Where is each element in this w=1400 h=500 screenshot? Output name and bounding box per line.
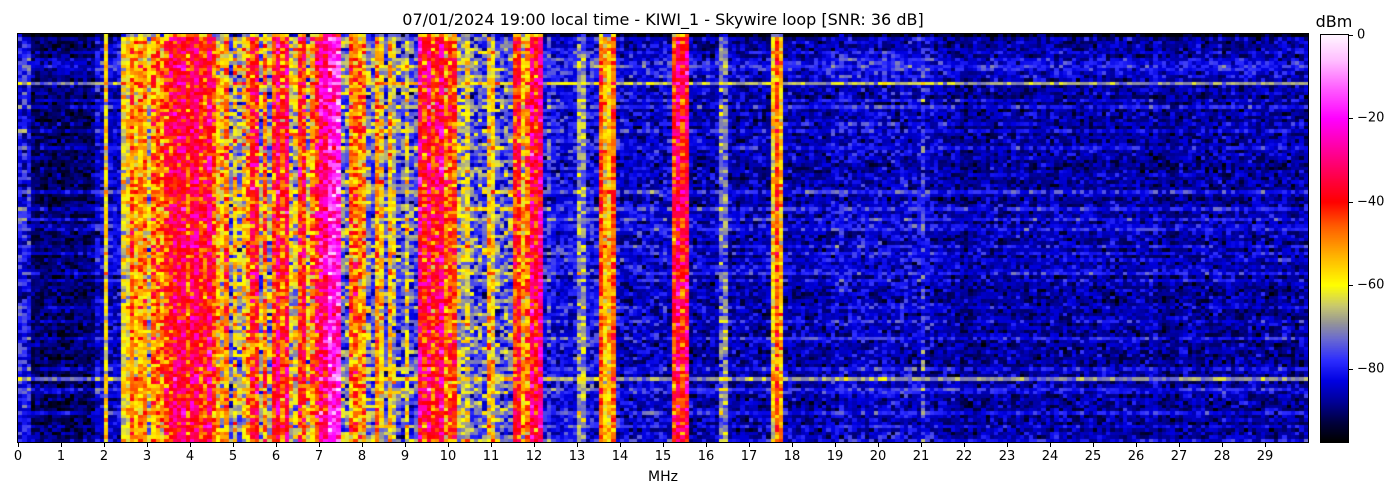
colorbar-tick-label: −60	[1357, 277, 1385, 293]
x-tick-label: 14	[611, 449, 629, 464]
colorbar-tick-label: −20	[1357, 110, 1385, 126]
x-tick-label: 12	[525, 449, 543, 464]
x-tick-mark	[1007, 442, 1008, 447]
colorbar-tick-mark	[1349, 35, 1353, 36]
x-tick-mark	[663, 442, 664, 447]
x-tick-label: 27	[1170, 449, 1188, 464]
x-tick-label: 11	[482, 449, 500, 464]
x-tick-label: 7	[314, 449, 324, 464]
x-tick-label: 17	[740, 449, 758, 464]
x-tick-label: 16	[697, 449, 715, 464]
x-tick-label: 10	[439, 449, 457, 464]
x-tick-label: 4	[185, 449, 195, 464]
colorbar-canvas	[1320, 34, 1349, 443]
chart-title: 07/01/2024 19:00 local time - KIWI_1 - S…	[402, 10, 924, 29]
x-tick-label: 21	[912, 449, 930, 464]
x-tick-label: 8	[357, 449, 367, 464]
x-tick-label: 3	[142, 449, 152, 464]
x-tick-mark	[1179, 442, 1180, 447]
x-tick-mark	[190, 442, 191, 447]
x-tick-mark	[491, 442, 492, 447]
x-tick-mark	[1222, 442, 1223, 447]
x-tick-label: 9	[400, 449, 410, 464]
x-tick-label: 18	[783, 449, 801, 464]
x-tick-label: 2	[99, 449, 109, 464]
x-tick-mark	[18, 442, 19, 447]
colorbar-label: dBm	[1315, 12, 1353, 31]
x-tick-mark	[147, 442, 148, 447]
colorbar-tick-label: −40	[1357, 194, 1385, 210]
x-tick-label: 25	[1084, 449, 1102, 464]
x-tick-mark	[921, 442, 922, 447]
colorbar-tick-mark	[1349, 285, 1353, 287]
x-tick-label: 22	[955, 449, 973, 464]
x-tick-mark	[405, 442, 406, 447]
x-tick-mark	[1136, 442, 1137, 447]
x-tick-mark	[964, 442, 965, 447]
spectrogram-canvas	[17, 33, 1309, 443]
x-tick-label: 20	[869, 449, 887, 464]
x-tick-label: 23	[998, 449, 1016, 464]
x-tick-label: 29	[1256, 449, 1274, 464]
x-tick-mark	[276, 442, 277, 447]
x-tick-mark	[319, 442, 320, 447]
x-tick-label: 24	[1041, 449, 1059, 464]
colorbar-tick-mark	[1349, 368, 1353, 370]
x-axis-label: MHz	[648, 469, 678, 485]
x-tick-label: 1	[56, 449, 66, 464]
x-tick-mark	[749, 442, 750, 447]
x-tick-mark	[577, 442, 578, 447]
x-tick-mark	[792, 442, 793, 447]
x-tick-mark	[1093, 442, 1094, 447]
x-tick-mark	[1050, 442, 1051, 447]
x-tick-label: 5	[228, 449, 238, 464]
x-tick-label: 13	[568, 449, 586, 464]
x-tick-mark	[61, 442, 62, 447]
x-tick-label: 19	[826, 449, 844, 464]
colorbar-tick-label: −80	[1357, 361, 1385, 377]
x-tick-mark	[706, 442, 707, 447]
x-tick-label: 15	[654, 449, 672, 464]
x-tick-label: 0	[13, 449, 23, 464]
colorbar-tick-label: 0	[1357, 27, 1366, 43]
x-tick-label: 6	[271, 449, 281, 464]
x-tick-mark	[835, 442, 836, 447]
x-tick-mark	[362, 442, 363, 447]
x-tick-mark	[1265, 442, 1266, 447]
x-tick-label: 28	[1213, 449, 1231, 464]
x-tick-mark	[233, 442, 234, 447]
colorbar-tick-mark	[1349, 118, 1353, 120]
x-tick-mark	[620, 442, 621, 447]
x-tick-mark	[878, 442, 879, 447]
x-tick-mark	[104, 442, 105, 447]
x-tick-mark	[448, 442, 449, 447]
x-tick-mark	[534, 442, 535, 447]
colorbar-tick-mark	[1349, 201, 1353, 203]
x-tick-label: 26	[1127, 449, 1145, 464]
